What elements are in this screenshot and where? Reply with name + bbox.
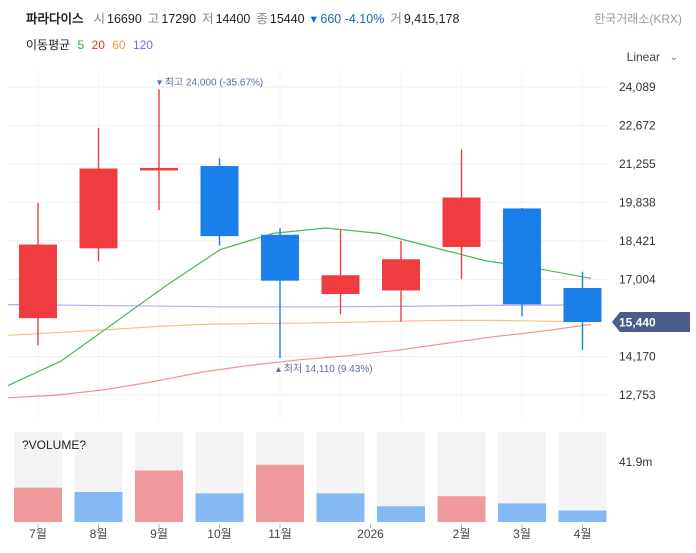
volume-panel-label: ?VOLUME? [22,438,87,452]
candle-body[interactable] [200,166,239,237]
volume-bar[interactable] [256,464,304,522]
low-label: 저 [202,12,214,26]
min-price-annotation: ▴ 최저 14,110 (9.43%) [276,363,373,375]
ma20-line [7,323,592,399]
open-value: 16690 [107,12,142,26]
candle-body[interactable] [19,244,57,319]
chevron-down-icon[interactable]: ⌄ [669,52,678,63]
x-tick-label: 11월 [268,527,292,541]
volume-bar[interactable] [135,470,183,522]
volume-label: 거 [390,12,402,26]
volume-tick-label: 41.9m [619,455,652,469]
candle-body[interactable] [79,168,118,249]
x-tick-label: 8월 [90,527,108,541]
candle-body[interactable] [261,234,299,281]
current-price-label: 15,440 [619,315,656,329]
volume-bar[interactable] [316,493,365,522]
close-label: 종 [256,12,268,26]
volume-value: 9,415,178 [403,12,460,26]
y-tick-label: 19,838 [619,196,656,210]
ma120-line [7,304,591,308]
y-tick-label: 18,421 [619,234,656,248]
volume-bar[interactable] [498,503,546,522]
volume-bar[interactable] [74,491,123,522]
close-value: 15440 [269,12,305,26]
high-label: 고 [147,12,160,26]
x-tick-label: 2월 [453,527,471,541]
x-tick-label: 7월 [29,527,47,541]
ma-legend: 이동평균 5 20 60 120 [26,36,157,53]
volume-bar[interactable] [558,510,607,522]
max-price-annotation: ▾ 최고 24,000 (-35.67%) [157,76,263,88]
ma-legend-20[interactable]: 20 [91,38,105,52]
x-tick-label: 4월 [574,527,592,541]
candle-body[interactable] [382,259,420,291]
y-tick-label: 12,753 [619,388,656,402]
volume-bar[interactable] [195,493,244,522]
volume-bar[interactable] [377,506,425,522]
ma-legend-60[interactable]: 60 [112,38,126,52]
price-change: ▾ 660 -4.10% [310,12,385,26]
y-tick-label: 17,004 [619,273,656,287]
candle-body[interactable] [503,208,541,305]
volume-slot [558,432,607,522]
low-value: 14400 [215,12,251,26]
current-price-tag [612,311,690,332]
y-tick-label: 24,089 [619,80,656,94]
y-tick-label: 21,255 [619,157,656,171]
ma-legend-title: 이동평균 [26,38,71,52]
ma60-line [7,319,592,336]
ma-legend-5[interactable]: 5 [77,38,85,52]
quote-summary: 파라다이스 시 16690 고 17290 저 14400 종 15440 ▾ … [26,8,465,27]
stock-name[interactable]: 파라다이스 [26,12,84,26]
x-tick-label: 2026 [357,527,384,541]
volume-bar[interactable] [14,487,62,522]
y-tick-label: 14,170 [619,350,656,364]
scale-toggle-button[interactable]: Linear [626,50,660,64]
quote-header: 파라다이스 시 16690 고 17290 저 14400 종 15440 ▾ … [0,0,696,64]
y-tick-label: 22,672 [619,119,656,133]
x-tick-label: 10월 [207,527,231,541]
candle-body[interactable] [563,288,602,322]
volume-bar[interactable] [437,496,486,522]
exchange-name: 한국거래소(KRX) [594,12,682,26]
candle-body[interactable] [321,275,360,295]
candle-body[interactable] [140,167,178,171]
high-value: 17290 [161,12,197,26]
ma-legend-120[interactable]: 120 [132,38,153,52]
x-tick-label: 9월 [150,527,168,541]
open-label: 시 [93,12,106,26]
x-tick-label: 3월 [513,527,531,541]
candle-body[interactable] [442,197,481,248]
